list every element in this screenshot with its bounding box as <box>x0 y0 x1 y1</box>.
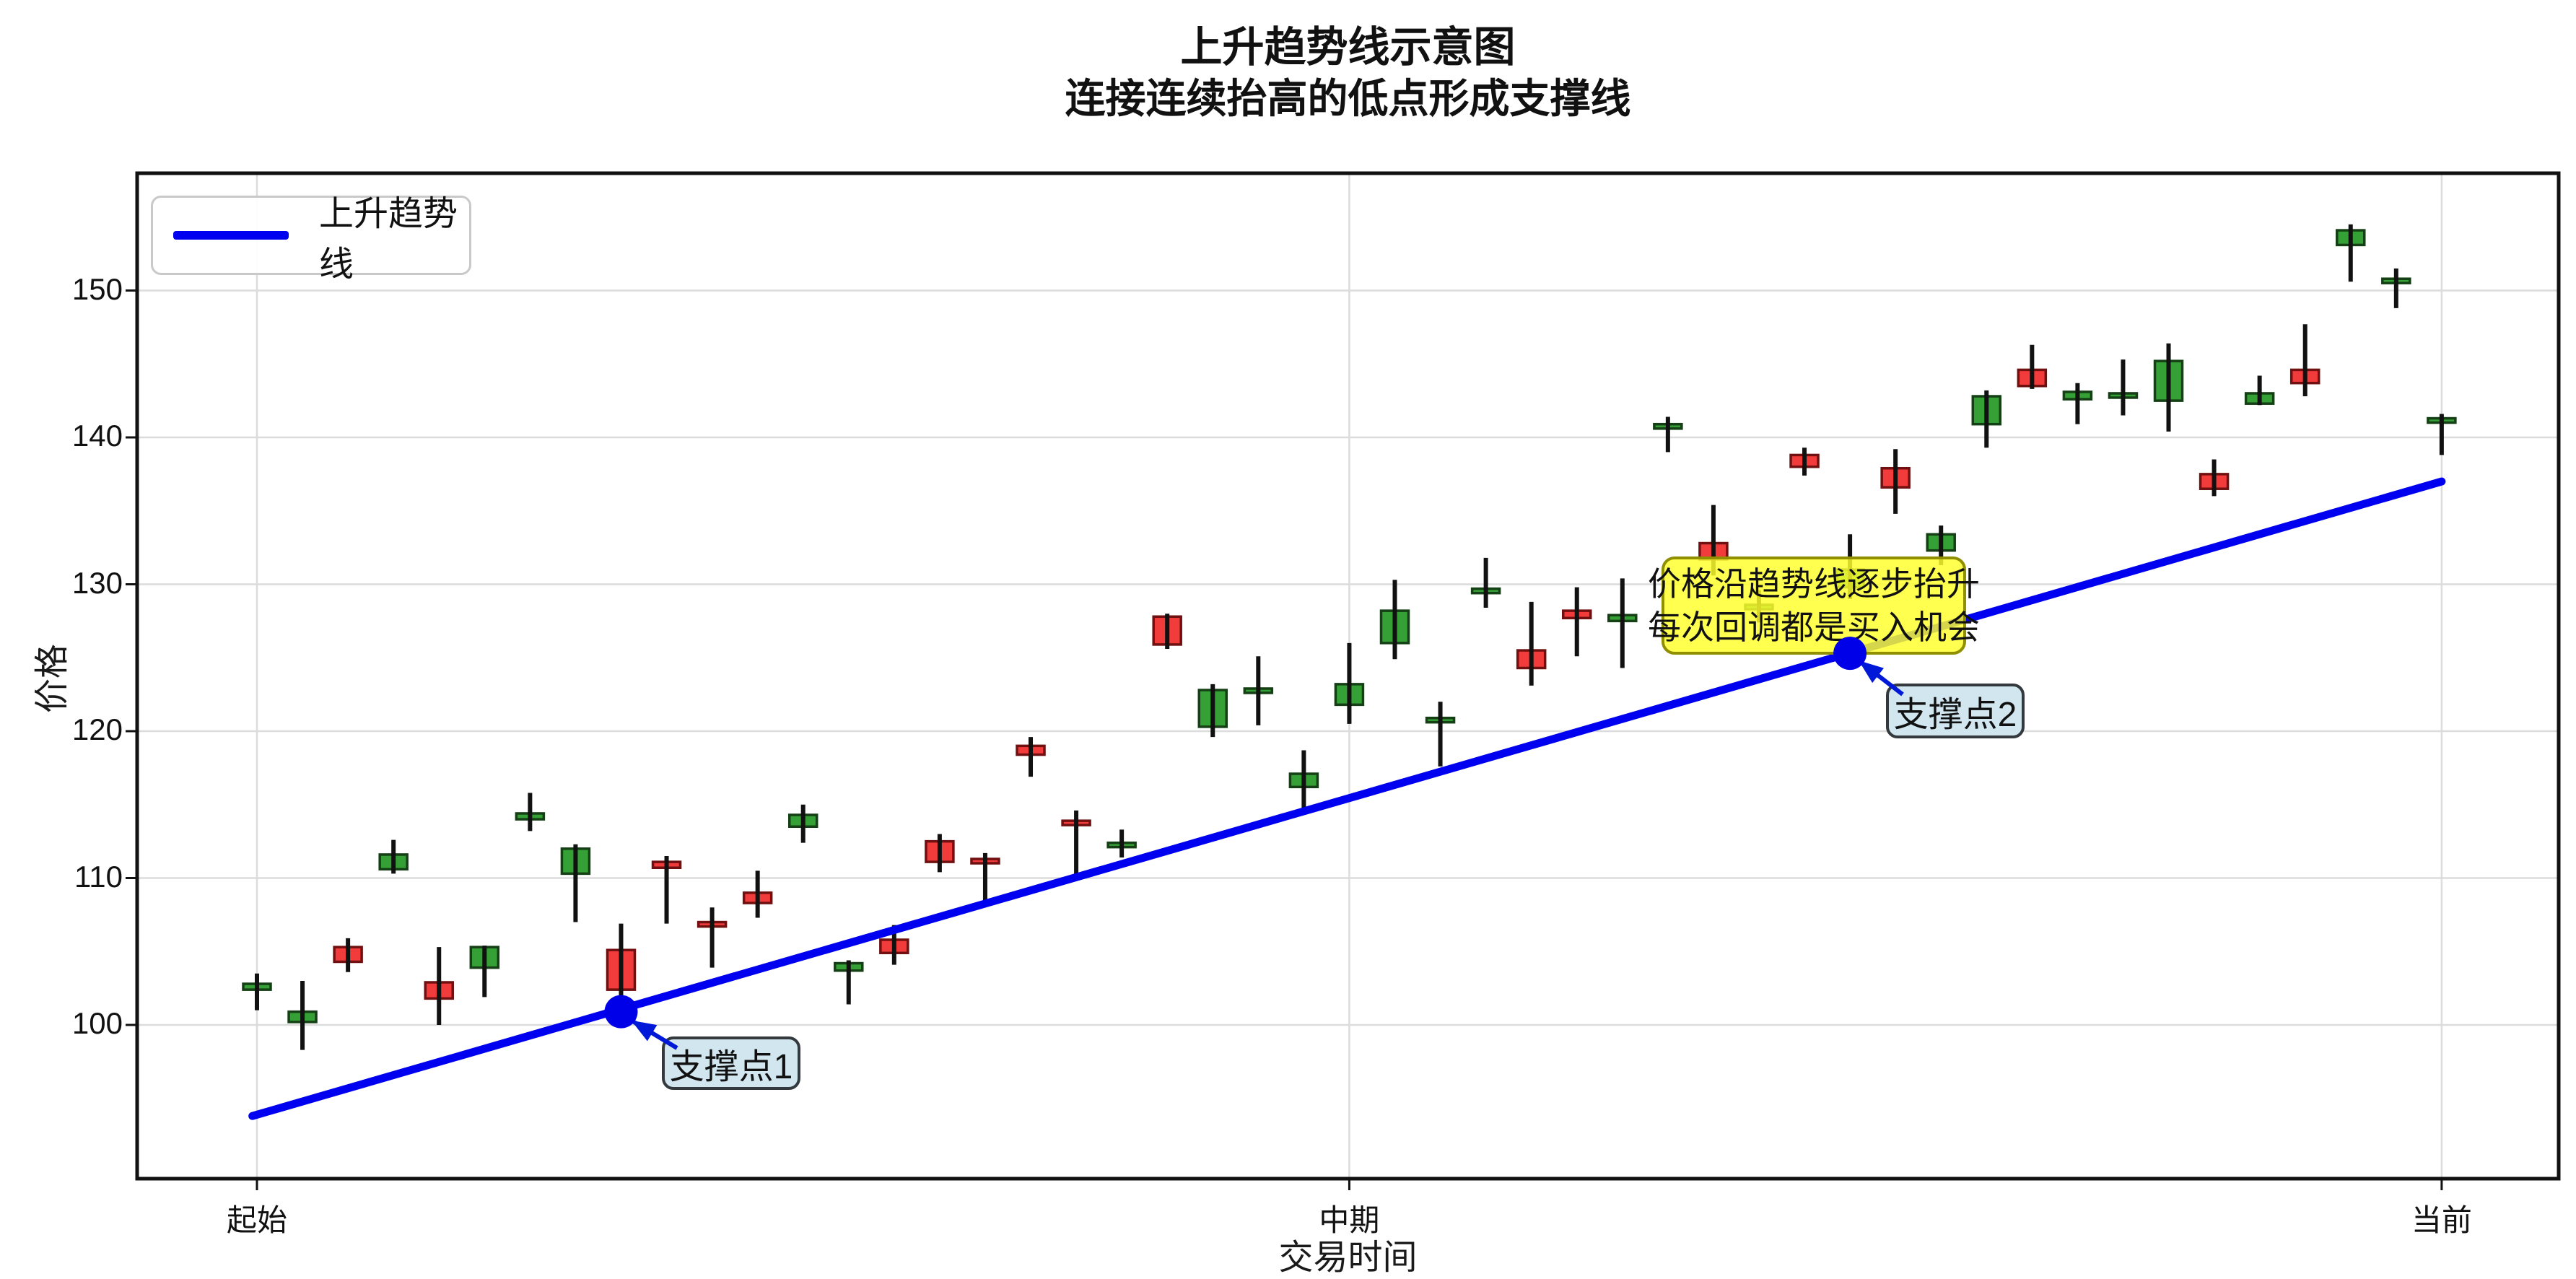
chart-subtitle: 连接连续抬高的低点形成支撑线 <box>1065 76 1631 121</box>
note-annotation: 价格沿趋势线逐步抬升 每次回调都是买入机会 <box>1648 556 1980 655</box>
note-line-1: 价格沿趋势线逐步抬升 <box>1648 565 1980 603</box>
support-point-2-label: 支撑点2 <box>1886 684 2025 738</box>
support-dot <box>604 995 638 1029</box>
support-point-1-label: 支撑点1 <box>662 1036 800 1090</box>
y-tick-label: 100 <box>71 1006 123 1040</box>
x-tick-label: 起始 <box>226 1203 287 1237</box>
annotation-arrowhead <box>1859 660 1884 684</box>
chart-title: 上升趋势线示意图 <box>1180 24 1516 71</box>
x-tick-label: 中期 <box>1319 1203 1380 1237</box>
x-axis-label: 交易时间 <box>1278 1239 1418 1277</box>
y-tick-label: 140 <box>71 419 123 453</box>
y-tick-label: 120 <box>71 712 123 746</box>
note-line-2: 每次回调都是买入机会 <box>1648 608 1980 646</box>
y-tick-label: 110 <box>74 859 123 894</box>
legend-label: 上升趋势线 <box>319 195 458 284</box>
plot-border <box>135 171 2561 1181</box>
annotation-arrowhead <box>631 1020 658 1042</box>
x-tick-label: 当前 <box>2411 1203 2472 1237</box>
trendline-legend-swatch <box>173 231 289 240</box>
support-dot <box>1833 637 1867 671</box>
y-tick-label: 150 <box>71 271 123 306</box>
legend: 上升趋势线 <box>151 195 471 284</box>
y-tick-label: 130 <box>71 565 123 600</box>
